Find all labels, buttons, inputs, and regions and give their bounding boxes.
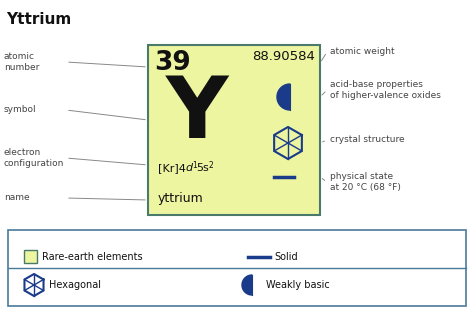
Text: Hexagonal: Hexagonal (49, 280, 101, 290)
Text: Solid: Solid (274, 251, 298, 262)
Text: atomic weight: atomic weight (330, 47, 395, 56)
Text: 1: 1 (192, 161, 197, 170)
Text: d: d (185, 163, 192, 173)
FancyBboxPatch shape (24, 250, 37, 263)
Text: Rare-earth elements: Rare-earth elements (42, 251, 143, 262)
Text: yttrium: yttrium (158, 192, 204, 205)
Text: physical state
at 20 °C (68 °F): physical state at 20 °C (68 °F) (330, 172, 401, 192)
Text: Weakly basic: Weakly basic (266, 280, 330, 290)
Text: symbol: symbol (4, 105, 36, 114)
Text: Yttrium: Yttrium (6, 12, 71, 27)
Text: Y: Y (166, 73, 228, 156)
Text: 88.90584: 88.90584 (252, 50, 315, 63)
Text: 2: 2 (209, 161, 214, 170)
Text: [Kr]4: [Kr]4 (158, 163, 186, 173)
FancyBboxPatch shape (148, 45, 320, 215)
Text: name: name (4, 193, 29, 202)
FancyBboxPatch shape (8, 230, 466, 306)
Text: atomic
number: atomic number (4, 52, 39, 72)
Text: 39: 39 (154, 50, 191, 76)
Polygon shape (242, 275, 252, 295)
Polygon shape (277, 84, 290, 110)
Text: 5s: 5s (196, 163, 209, 173)
Text: acid-base properties
of higher-valence oxides: acid-base properties of higher-valence o… (330, 80, 441, 100)
Text: electron
configuration: electron configuration (4, 148, 64, 168)
Text: crystal structure: crystal structure (330, 135, 405, 144)
